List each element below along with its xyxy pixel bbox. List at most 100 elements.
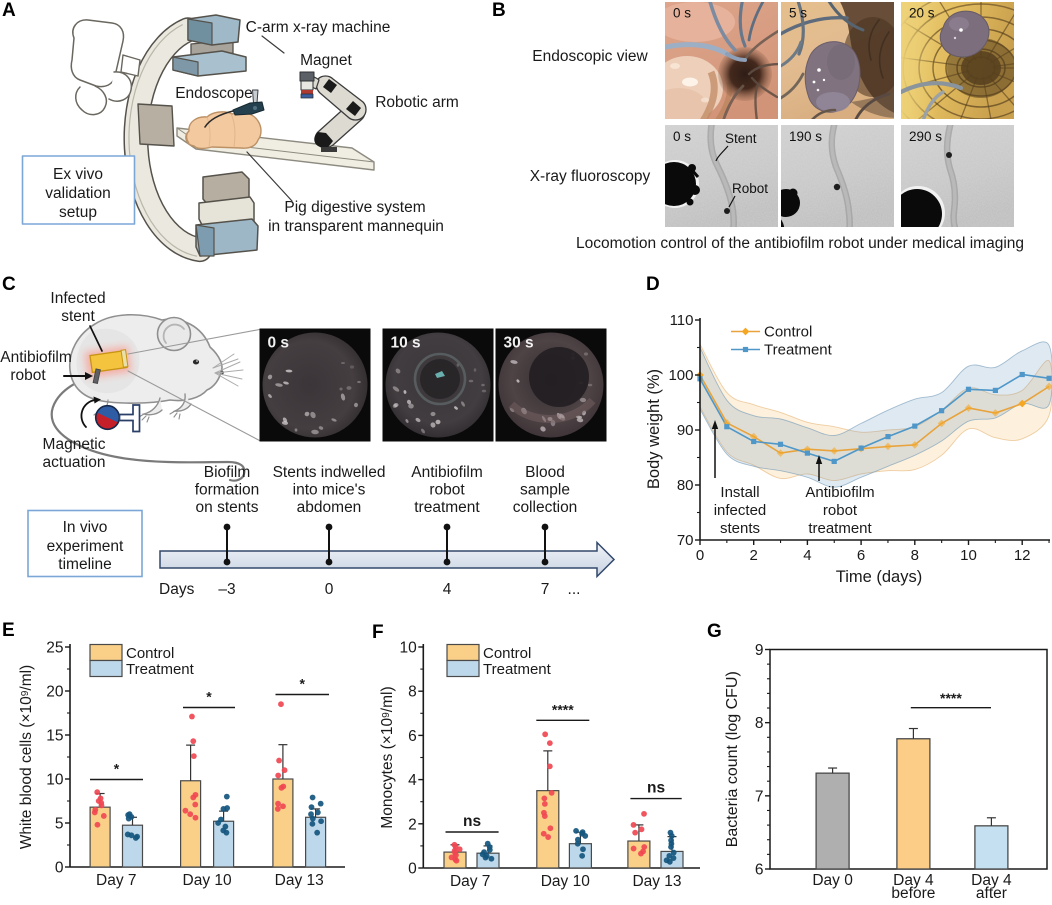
svg-text:110: 110 (670, 312, 694, 329)
svg-text:10 s: 10 s (391, 335, 421, 352)
svg-text:100: 100 (668, 367, 693, 384)
svg-text:Ex vivo: Ex vivo (53, 166, 103, 183)
svg-text:Control: Control (126, 645, 174, 662)
svg-text:treatment: treatment (808, 520, 872, 537)
svg-text:timeline: timeline (58, 556, 111, 573)
svg-text:Stent: Stent (725, 131, 757, 146)
svg-text:Treatment: Treatment (126, 661, 195, 678)
svg-text:treatment: treatment (414, 499, 480, 516)
svg-text:20: 20 (46, 684, 64, 701)
svg-text:Day 7: Day 7 (450, 873, 491, 890)
svg-text:Stents indwelled: Stents indwelled (273, 464, 386, 481)
svg-text:Antibiofilm: Antibiofilm (805, 484, 874, 501)
svg-text:10: 10 (960, 547, 977, 564)
svg-text:*: * (206, 689, 212, 705)
svg-text:B: B (492, 0, 506, 21)
svg-text:Day 7: Day 7 (96, 872, 137, 889)
svg-text:Biofilm: Biofilm (204, 464, 251, 481)
svg-text:Robot: Robot (732, 181, 768, 196)
svg-text:0 s: 0 s (268, 335, 290, 352)
svg-text:*: * (114, 761, 120, 777)
svg-text:0: 0 (55, 860, 64, 877)
svg-text:stents: stents (720, 520, 760, 537)
svg-text:*: * (300, 676, 306, 692)
svg-text:stent: stent (61, 308, 95, 325)
svg-text:Infected: Infected (50, 290, 105, 307)
svg-text:90: 90 (677, 422, 694, 439)
svg-text:2: 2 (750, 547, 758, 564)
svg-text:F: F (372, 622, 384, 643)
svg-text:0: 0 (696, 547, 704, 564)
svg-text:290 s: 290 s (909, 129, 942, 144)
svg-text:Day 4: Day 4 (893, 872, 934, 889)
svg-text:15: 15 (46, 728, 63, 745)
svg-text:25: 25 (46, 640, 63, 657)
svg-text:4: 4 (408, 772, 417, 789)
svg-text:Day 4: Day 4 (971, 872, 1012, 889)
svg-text:In vivo: In vivo (63, 519, 108, 536)
svg-text:0: 0 (325, 581, 334, 598)
svg-text:2: 2 (408, 816, 417, 833)
svg-text:Control: Control (764, 324, 812, 341)
svg-text:Magnetic: Magnetic (43, 436, 106, 453)
svg-text:190 s: 190 s (789, 129, 822, 144)
svg-text:Endoscope: Endoscope (175, 85, 253, 102)
svg-text:G: G (707, 621, 722, 642)
svg-text:Robotic arm: Robotic arm (375, 94, 459, 111)
svg-text:****: **** (940, 690, 962, 706)
svg-text:Magnet: Magnet (300, 52, 352, 69)
svg-text:Treatment: Treatment (483, 661, 552, 678)
svg-text:Pig digestive system: Pig digestive system (284, 199, 425, 216)
svg-text:formation: formation (195, 482, 260, 499)
svg-text:Antibiofilm: Antibiofilm (411, 464, 483, 481)
svg-text:70: 70 (677, 532, 694, 549)
svg-text:...: ... (568, 581, 581, 598)
svg-text:robot: robot (823, 502, 858, 519)
svg-text:D: D (646, 274, 660, 295)
svg-text:–3: –3 (218, 581, 235, 598)
svg-text:before: before (891, 885, 935, 900)
svg-text:into mice's: into mice's (293, 482, 366, 499)
svg-text:9: 9 (755, 642, 764, 659)
svg-text:0 s: 0 s (673, 129, 691, 144)
svg-text:Endoscopic view: Endoscopic view (532, 48, 648, 65)
svg-text:X-ray fluoroscopy: X-ray fluoroscopy (530, 168, 651, 185)
svg-text:6: 6 (857, 547, 865, 564)
svg-text:80: 80 (677, 477, 694, 494)
svg-text:4: 4 (443, 581, 452, 598)
svg-text:A: A (2, 0, 16, 21)
svg-text:5: 5 (55, 816, 64, 833)
svg-text:after: after (976, 885, 1007, 900)
svg-text:Time (days): Time (days) (836, 568, 922, 586)
svg-text:Day 10: Day 10 (183, 872, 232, 889)
svg-text:10: 10 (46, 772, 64, 789)
svg-text:6: 6 (755, 862, 764, 879)
svg-text:Locomotion control of the anti: Locomotion control of the antibiofilm ro… (576, 235, 1024, 252)
svg-text:0: 0 (408, 861, 417, 878)
svg-text:collection: collection (513, 499, 578, 516)
svg-text:Day 10: Day 10 (541, 873, 590, 890)
svg-text:8: 8 (755, 715, 764, 732)
svg-text:4: 4 (803, 547, 811, 564)
svg-text:30 s: 30 s (504, 335, 534, 352)
svg-text:7: 7 (755, 788, 764, 805)
svg-text:Day 0: Day 0 (812, 872, 853, 889)
svg-text:****: **** (552, 701, 574, 717)
svg-text:Treatment: Treatment (764, 342, 833, 359)
svg-text:Antibiofilm: Antibiofilm (0, 349, 72, 366)
svg-text:20 s: 20 s (909, 6, 935, 21)
svg-text:Day 13: Day 13 (632, 873, 681, 890)
svg-text:validation: validation (45, 185, 111, 202)
svg-text:12: 12 (1014, 547, 1031, 564)
svg-text:Bacteria count (log CFU): Bacteria count (log CFU) (724, 671, 741, 847)
svg-text:Body weight (%): Body weight (%) (645, 369, 663, 489)
svg-text:White blood cells (×109/ml): White blood cells (×109/ml) (18, 665, 35, 849)
svg-text:Blood: Blood (525, 464, 565, 481)
svg-text:Day 13: Day 13 (275, 872, 324, 889)
svg-text:robot: robot (10, 367, 46, 384)
svg-text:ns: ns (463, 813, 481, 830)
svg-text:abdomen: abdomen (297, 499, 362, 516)
svg-text:5 s: 5 s (789, 6, 807, 21)
svg-text:actuation: actuation (43, 454, 106, 471)
svg-text:Days: Days (159, 581, 195, 598)
